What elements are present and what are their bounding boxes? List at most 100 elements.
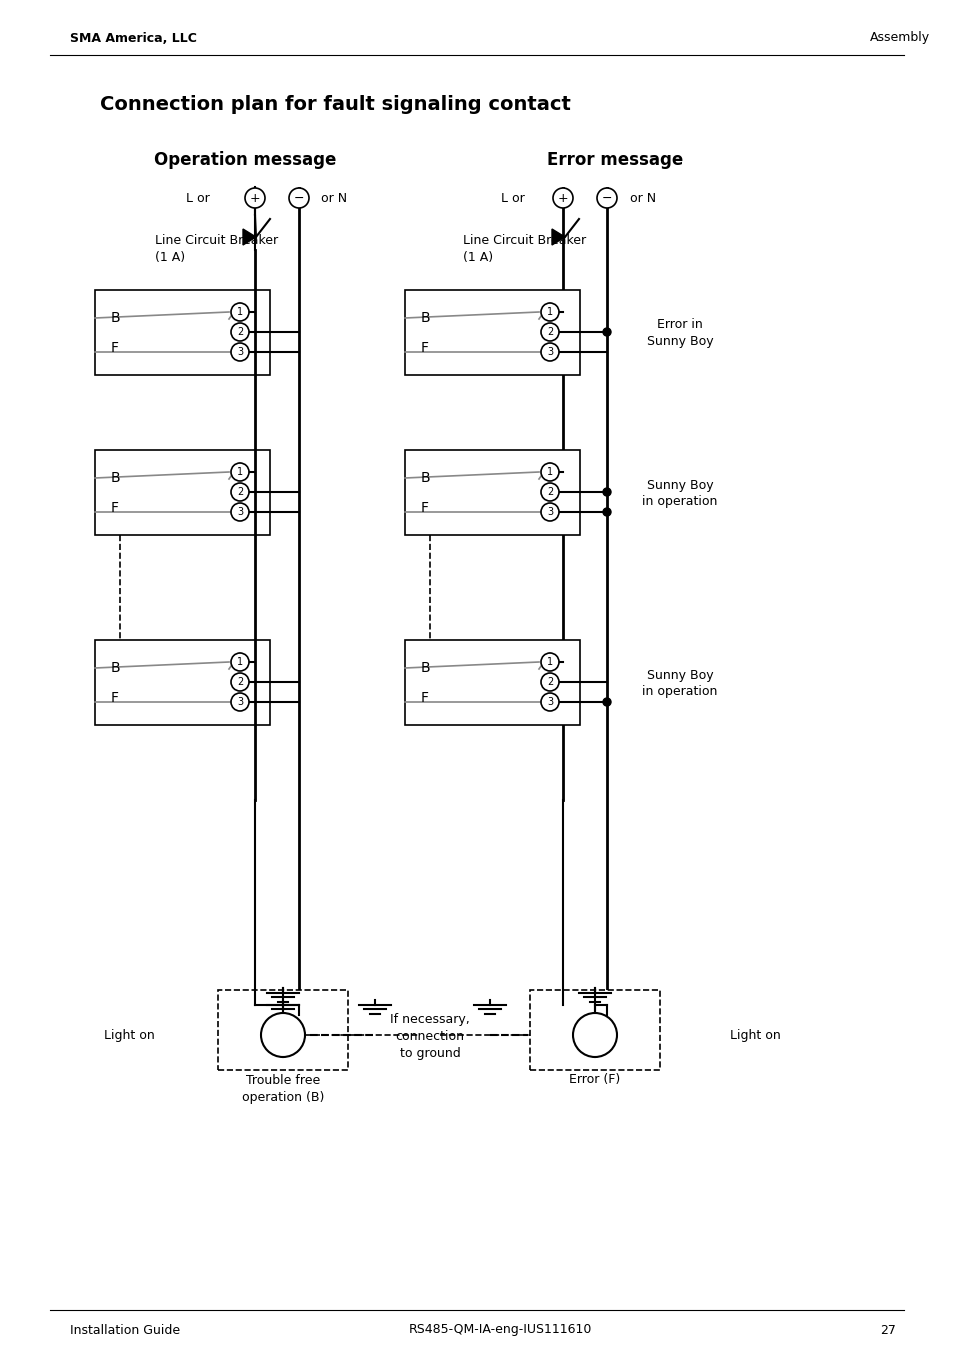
Text: Line Circuit Breaker: Line Circuit Breaker — [154, 234, 278, 246]
Text: Light on: Light on — [729, 1029, 780, 1041]
Circle shape — [231, 303, 249, 320]
Circle shape — [553, 188, 573, 208]
Bar — [405, 639, 579, 725]
Text: B: B — [419, 311, 430, 324]
Bar — [218, 990, 348, 1069]
Text: F: F — [420, 341, 429, 356]
Circle shape — [573, 1013, 617, 1057]
Circle shape — [261, 1013, 305, 1057]
Text: B: B — [419, 661, 430, 675]
Bar — [530, 990, 659, 1069]
Text: 1: 1 — [236, 657, 243, 667]
Circle shape — [231, 653, 249, 671]
Text: Error (F): Error (F) — [569, 1073, 620, 1087]
Bar — [405, 289, 579, 375]
Text: Operation message: Operation message — [153, 151, 335, 169]
Polygon shape — [552, 228, 564, 245]
Text: in operation: in operation — [641, 495, 717, 508]
Circle shape — [289, 188, 309, 208]
Text: B: B — [419, 470, 430, 485]
Circle shape — [597, 188, 617, 208]
Text: 3: 3 — [546, 347, 553, 357]
Text: F: F — [111, 502, 119, 515]
Text: B: B — [111, 661, 120, 675]
Text: 27: 27 — [879, 1324, 895, 1337]
Text: F: F — [420, 502, 429, 515]
Text: B: B — [111, 311, 120, 324]
Text: 3: 3 — [236, 347, 243, 357]
Bar — [95, 289, 270, 375]
Circle shape — [602, 508, 610, 516]
Text: to ground: to ground — [399, 1048, 460, 1060]
Circle shape — [245, 188, 265, 208]
Text: or N: or N — [629, 192, 656, 204]
Bar — [95, 450, 270, 535]
Circle shape — [540, 503, 558, 521]
Polygon shape — [243, 228, 255, 245]
Text: −: − — [601, 192, 612, 204]
Text: If necessary,: If necessary, — [390, 1014, 470, 1026]
Text: 1: 1 — [546, 307, 553, 316]
Circle shape — [602, 329, 610, 337]
Text: 1: 1 — [236, 466, 243, 477]
Circle shape — [231, 483, 249, 502]
Text: in operation: in operation — [641, 685, 717, 699]
Circle shape — [231, 343, 249, 361]
Text: F: F — [111, 691, 119, 704]
Circle shape — [540, 673, 558, 691]
Text: Light on: Light on — [104, 1029, 154, 1041]
Circle shape — [231, 694, 249, 711]
Text: Installation Guide: Installation Guide — [70, 1324, 180, 1337]
Text: Assembly: Assembly — [869, 31, 929, 45]
Text: 3: 3 — [546, 507, 553, 516]
Text: 3: 3 — [236, 507, 243, 516]
Bar — [95, 639, 270, 725]
Text: 3: 3 — [546, 698, 553, 707]
Text: F: F — [111, 341, 119, 356]
Text: L or: L or — [500, 192, 524, 204]
Circle shape — [540, 303, 558, 320]
Text: Line Circuit Breaker: Line Circuit Breaker — [462, 234, 585, 246]
Text: Sunny Boy: Sunny Boy — [646, 668, 713, 681]
Circle shape — [231, 323, 249, 341]
Circle shape — [602, 698, 610, 706]
Text: 2: 2 — [236, 327, 243, 337]
Text: 1: 1 — [546, 657, 553, 667]
Text: 2: 2 — [546, 677, 553, 687]
Text: +: + — [558, 192, 568, 204]
Text: 3: 3 — [236, 698, 243, 707]
Text: RS485-QM-IA-eng-IUS111610: RS485-QM-IA-eng-IUS111610 — [408, 1324, 591, 1337]
Text: or N: or N — [320, 192, 347, 204]
Text: F: F — [420, 691, 429, 704]
Text: (1 A): (1 A) — [154, 251, 185, 265]
Text: 2: 2 — [546, 327, 553, 337]
Bar — [405, 450, 579, 535]
Text: Sunny Boy: Sunny Boy — [646, 479, 713, 492]
Circle shape — [231, 462, 249, 481]
Circle shape — [231, 503, 249, 521]
Text: SMA America, LLC: SMA America, LLC — [70, 31, 196, 45]
Circle shape — [540, 343, 558, 361]
Text: 2: 2 — [236, 487, 243, 498]
Text: Error in: Error in — [657, 319, 702, 331]
Text: Sunny Boy: Sunny Boy — [646, 335, 713, 349]
Circle shape — [540, 483, 558, 502]
Text: (1 A): (1 A) — [462, 251, 493, 265]
Circle shape — [540, 462, 558, 481]
Circle shape — [540, 323, 558, 341]
Text: operation (B): operation (B) — [241, 1091, 324, 1103]
Text: Trouble free: Trouble free — [246, 1073, 320, 1087]
Text: +: + — [250, 192, 260, 204]
Text: 2: 2 — [236, 677, 243, 687]
Text: Connection plan for fault signaling contact: Connection plan for fault signaling cont… — [100, 96, 570, 115]
Circle shape — [540, 653, 558, 671]
Text: 1: 1 — [546, 466, 553, 477]
Text: −: − — [294, 192, 304, 204]
Circle shape — [540, 694, 558, 711]
Circle shape — [602, 488, 610, 496]
Circle shape — [231, 673, 249, 691]
Text: connection: connection — [395, 1030, 464, 1044]
Text: 1: 1 — [236, 307, 243, 316]
Text: Error message: Error message — [546, 151, 682, 169]
Text: B: B — [111, 470, 120, 485]
